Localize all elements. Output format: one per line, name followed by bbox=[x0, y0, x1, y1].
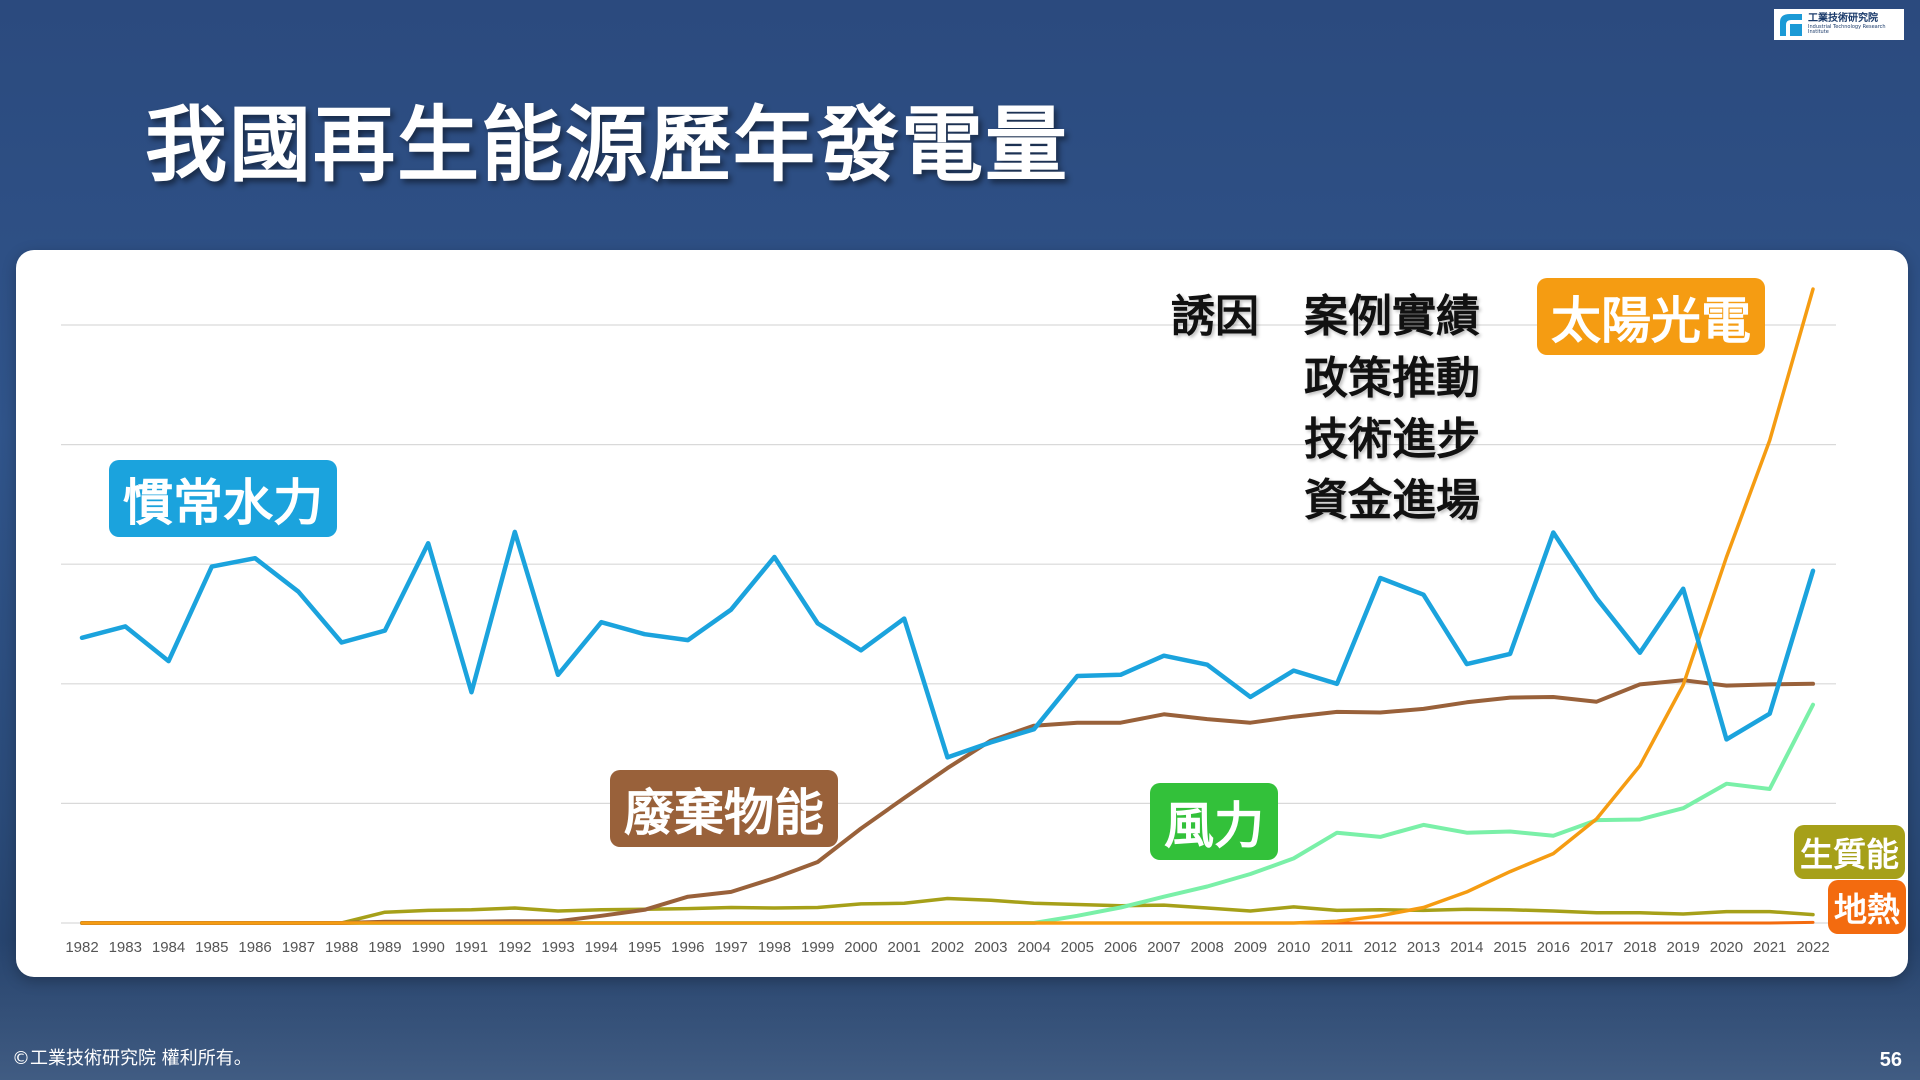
x-tick-label: 2001 bbox=[888, 939, 921, 956]
label-wind: 風力 bbox=[1150, 783, 1278, 860]
factor-item: 技術進步 bbox=[1304, 414, 1480, 465]
x-tick-label: 1985 bbox=[195, 939, 228, 956]
x-tick-label: 1995 bbox=[628, 939, 661, 956]
x-tick-label: 2010 bbox=[1277, 939, 1310, 956]
label-waste: 廢棄物能 bbox=[610, 770, 838, 847]
x-tick-label: 2013 bbox=[1407, 939, 1440, 956]
label-solar: 太陽光電 bbox=[1537, 278, 1765, 355]
line-chart: 1982 1983 1984 1985 1986 1987 1988 1989 1990 1991… bbox=[61, 287, 1836, 956]
x-tick-label: 1987 bbox=[282, 939, 315, 956]
x-tick-label: 1992 bbox=[498, 939, 531, 956]
x-tick-label: 1983 bbox=[109, 939, 142, 956]
logo-text-zh: 工業技術研究院 bbox=[1808, 13, 1878, 24]
x-tick-label: 2000 bbox=[844, 939, 877, 956]
label-hydro: 慣常水力 bbox=[109, 460, 337, 537]
factor-item: 案例實績 bbox=[1304, 291, 1480, 342]
x-tick-label: 2009 bbox=[1234, 939, 1267, 956]
factor-incentive-label: 誘因 bbox=[1171, 291, 1259, 342]
series-line-solar bbox=[80, 287, 1815, 925]
label-geothermal: 地熱 bbox=[1828, 880, 1906, 934]
series-line-wind bbox=[80, 702, 1815, 925]
x-tick-label: 2014 bbox=[1450, 939, 1483, 956]
factor-item: 資金進場 bbox=[1304, 475, 1480, 526]
copyright-footer: ©工業技術研究院 權利所有。 bbox=[12, 1048, 252, 1069]
x-tick-label: 2007 bbox=[1147, 939, 1180, 956]
x-tick-label: 1994 bbox=[585, 939, 618, 956]
x-tick-label: 2019 bbox=[1666, 939, 1699, 956]
x-tick-label: 1993 bbox=[541, 939, 574, 956]
x-tick-label: 1982 bbox=[65, 939, 98, 956]
x-tick-label: 2017 bbox=[1580, 939, 1613, 956]
x-tick-label: 2015 bbox=[1493, 939, 1526, 956]
x-tick-label: 2011 bbox=[1321, 939, 1353, 956]
x-tick-label: 1984 bbox=[152, 939, 185, 956]
itri-logo-mark bbox=[1778, 12, 1804, 38]
series-line-biomass bbox=[80, 896, 1815, 925]
x-tick-label: 2008 bbox=[1190, 939, 1223, 956]
x-tick-label: 2012 bbox=[1364, 939, 1397, 956]
x-tick-label: 2022 bbox=[1796, 939, 1829, 956]
x-tick-label: 1990 bbox=[412, 939, 445, 956]
logo-text-en: Industrial Technology Research Institute bbox=[1808, 24, 1886, 35]
x-tick-label: 2005 bbox=[1061, 939, 1094, 956]
series-line-waste bbox=[80, 678, 1815, 925]
chart-card: 1982 1983 1984 1985 1986 1987 1988 1989 1990 1991… bbox=[16, 250, 1908, 977]
x-tick-label: 1988 bbox=[325, 939, 358, 956]
itri-logo: 工業技術研究院 Industrial Technology Research I… bbox=[1774, 9, 1904, 40]
x-tick-label: 2020 bbox=[1710, 939, 1743, 956]
x-tick-label: 2006 bbox=[1104, 939, 1137, 956]
x-tick-label: 1991 bbox=[455, 939, 488, 956]
series-line-hydro bbox=[79, 529, 1816, 760]
x-tick-label: 2016 bbox=[1537, 939, 1570, 956]
x-tick-label: 1989 bbox=[368, 939, 401, 956]
x-tick-label: 2002 bbox=[931, 939, 964, 956]
x-tick-label: 2003 bbox=[974, 939, 1007, 956]
x-tick-label: 2018 bbox=[1623, 939, 1656, 956]
x-tick-label: 2004 bbox=[1017, 939, 1050, 956]
x-tick-label: 1999 bbox=[801, 939, 834, 956]
x-tick-label: 1986 bbox=[238, 939, 271, 956]
x-tick-label: 1997 bbox=[714, 939, 747, 956]
page-title: 我國再生能源歷年發電量 bbox=[145, 98, 1070, 193]
label-biomass: 生質能 bbox=[1794, 825, 1905, 879]
x-tick-label: 1996 bbox=[671, 939, 704, 956]
x-tick-label: 1998 bbox=[758, 939, 791, 956]
x-tick-label: 2021 bbox=[1753, 939, 1786, 956]
page-number: 56 bbox=[1879, 1049, 1902, 1071]
factor-item: 政策推動 bbox=[1304, 353, 1480, 404]
